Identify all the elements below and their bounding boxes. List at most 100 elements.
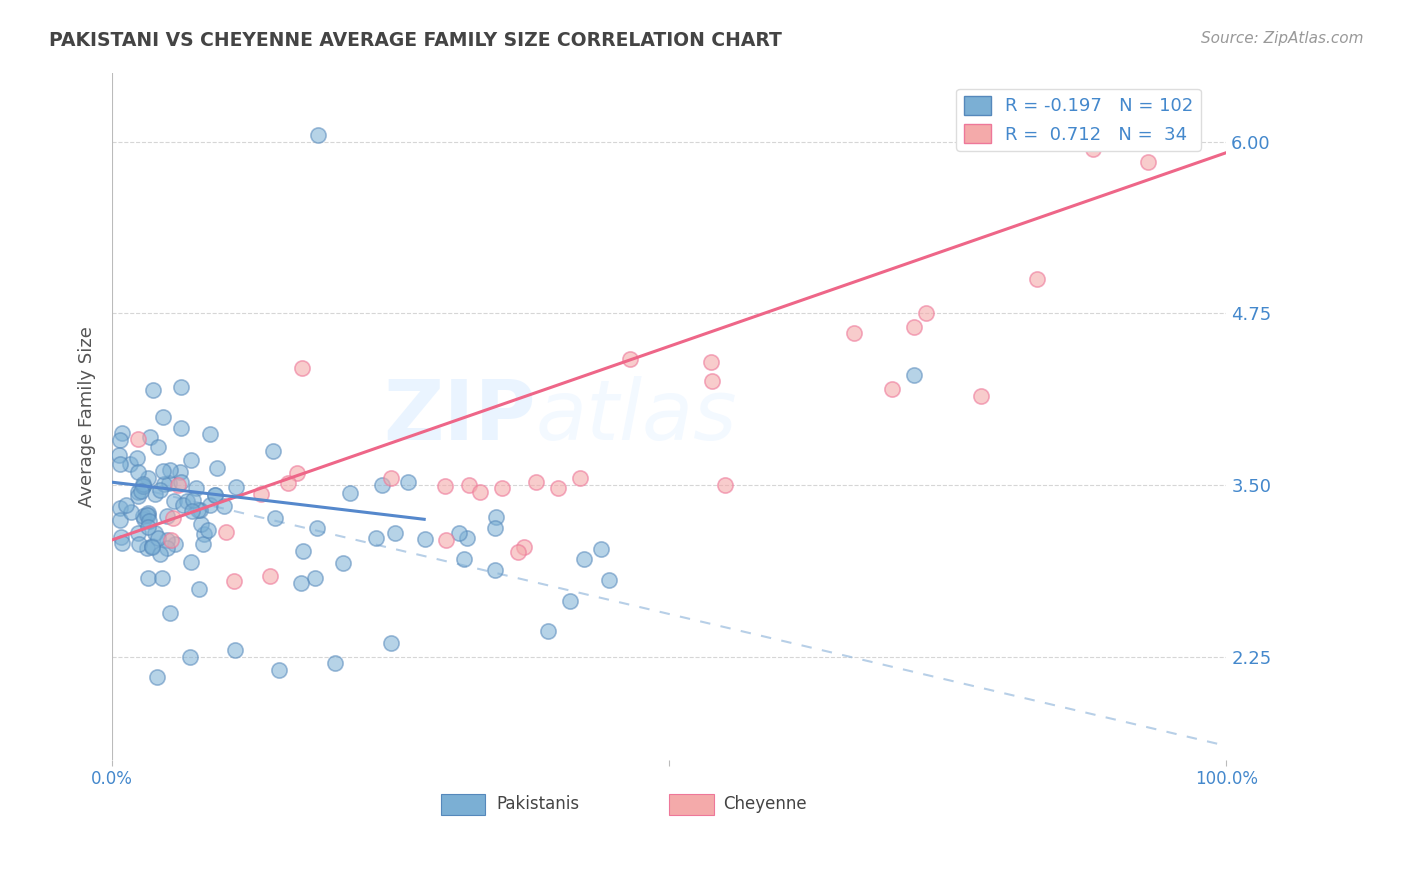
Point	[128, 537, 150, 551]
Point	[214, 499, 236, 513]
Point	[143, 487, 166, 501]
Point	[914, 306, 936, 320]
Point	[277, 476, 299, 491]
Point	[307, 521, 329, 535]
Point	[127, 432, 149, 446]
Point	[485, 510, 508, 524]
Point	[396, 475, 419, 490]
Point	[193, 527, 215, 541]
Point	[169, 465, 191, 479]
Point	[131, 479, 153, 493]
Point	[146, 670, 169, 684]
Point	[170, 380, 193, 394]
Point	[136, 519, 159, 533]
Point	[370, 478, 392, 492]
Point	[167, 478, 190, 492]
Point	[903, 368, 925, 383]
Point	[547, 481, 569, 495]
Point	[970, 389, 993, 403]
Point	[491, 481, 513, 495]
Point	[136, 541, 159, 555]
Point	[150, 571, 173, 585]
Point	[180, 453, 202, 467]
Point	[250, 486, 273, 500]
Point	[457, 478, 479, 492]
Point	[159, 475, 181, 490]
Point	[572, 552, 595, 566]
Point	[162, 510, 184, 524]
Point	[384, 525, 406, 540]
Point	[180, 555, 202, 569]
Point	[264, 511, 287, 525]
Text: Pakistanis: Pakistanis	[496, 796, 579, 814]
Point	[453, 552, 475, 566]
Point	[560, 593, 582, 607]
Point	[198, 427, 221, 442]
Point	[224, 574, 246, 588]
Point	[700, 374, 723, 388]
Point	[413, 533, 436, 547]
Point	[107, 448, 129, 462]
Point	[197, 524, 219, 538]
Point	[449, 525, 471, 540]
Point	[159, 606, 181, 620]
Point	[339, 485, 361, 500]
Point	[188, 502, 211, 516]
Point	[169, 421, 191, 435]
Point	[138, 514, 160, 528]
Point	[291, 361, 314, 376]
Point	[152, 464, 174, 478]
Point	[148, 531, 170, 545]
Text: atlas: atlas	[536, 376, 737, 457]
Point	[436, 533, 458, 547]
Point	[307, 128, 329, 142]
Point	[903, 320, 925, 334]
Point	[127, 465, 149, 479]
Point	[191, 537, 214, 551]
Point	[110, 536, 132, 550]
Point	[146, 440, 169, 454]
Text: PAKISTANI VS CHEYENNE AVERAGE FAMILY SIZE CORRELATION CHART: PAKISTANI VS CHEYENNE AVERAGE FAMILY SIZ…	[49, 31, 782, 50]
Point	[180, 504, 202, 518]
Point	[163, 536, 186, 550]
Point	[225, 480, 247, 494]
Legend: R = -0.197   N = 102, R =  0.712   N =  34: R = -0.197 N = 102, R = 0.712 N = 34	[956, 89, 1201, 151]
Point	[198, 498, 221, 512]
Point	[132, 477, 155, 491]
Point	[132, 508, 155, 523]
Point	[156, 541, 179, 556]
Point	[120, 505, 142, 519]
FancyBboxPatch shape	[669, 794, 714, 814]
Point	[456, 531, 478, 545]
Point	[187, 503, 209, 517]
Point	[714, 478, 737, 492]
Point	[537, 624, 560, 638]
Point	[127, 451, 149, 466]
Point	[159, 463, 181, 477]
Point	[163, 493, 186, 508]
Point	[184, 481, 207, 495]
Point	[1026, 272, 1049, 286]
Point	[304, 571, 326, 585]
Point	[136, 471, 159, 485]
Point	[224, 642, 246, 657]
Point	[513, 540, 536, 554]
Point	[115, 498, 138, 512]
Point	[380, 471, 402, 485]
Point	[882, 382, 904, 396]
Point	[136, 571, 159, 585]
Point	[1081, 141, 1104, 155]
Point	[132, 479, 155, 493]
Point	[591, 542, 613, 557]
Point	[134, 512, 156, 526]
Point	[323, 657, 346, 671]
Point	[139, 430, 162, 444]
Point	[332, 556, 354, 570]
Point	[190, 517, 212, 532]
Point	[285, 466, 308, 480]
Point	[111, 426, 134, 441]
Text: Cheyenne: Cheyenne	[723, 796, 807, 814]
Point	[170, 475, 193, 489]
Point	[434, 479, 457, 493]
Text: ZIP: ZIP	[382, 376, 536, 457]
